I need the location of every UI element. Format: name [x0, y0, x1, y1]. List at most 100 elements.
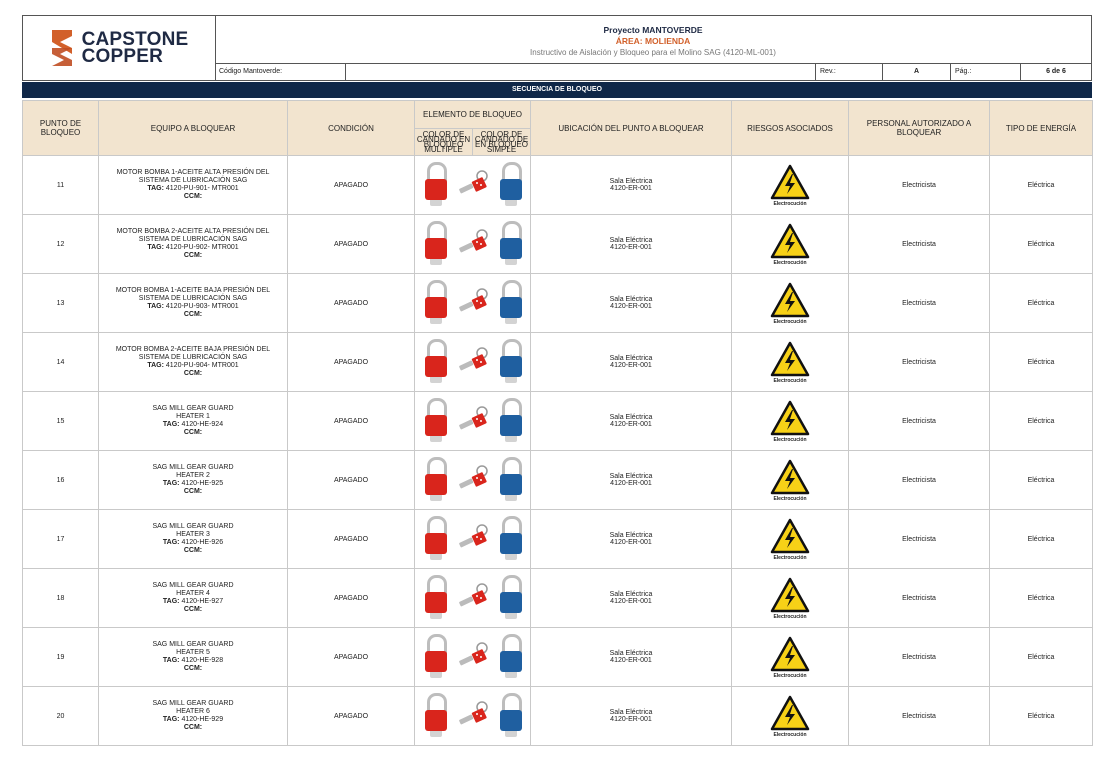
equipment-line-1: SAG MILL GEAR GUARD [152, 700, 234, 707]
red-padlock-icon [425, 398, 447, 444]
electric-hazard-icon [770, 400, 810, 435]
lock-element-cell [414, 686, 531, 746]
tag-value: 4120-HE-928 [181, 657, 224, 664]
lockout-hasp-icon [458, 642, 488, 666]
location-line-2: 4120-ER-001 [610, 539, 652, 546]
equipment-line-2: SISTEMA DE LUBRICACIÓN SAG [138, 236, 248, 243]
equipment-line-1: SAG MILL GEAR GUARD [152, 582, 234, 589]
lock-point-number: 20 [22, 686, 99, 746]
company-logo: CAPSTONE COPPER [23, 16, 216, 80]
personnel-cell: Electricista [848, 155, 990, 215]
table-row: 15 SAG MILL GEAR GUARD HEATER 1 TAG: 4120-H… [22, 391, 1093, 451]
table-row: 12 MOTOR BOMBA 2-ACEITE ALTA PRESIÓN DEL S… [22, 214, 1093, 274]
table-row: 19 SAG MILL GEAR GUARD HEATER 5 TAG: 4120-H… [22, 627, 1093, 687]
electric-hazard-icon [770, 282, 810, 317]
equipment-cell: SAG MILL GEAR GUARD HEATER 4 TAG: 4120-HE-… [98, 568, 288, 628]
energy-type-cell: Eléctrica [989, 450, 1093, 510]
lock-element-cell [414, 332, 531, 392]
location-cell: Sala Eléctrica 4120-ER-001 [530, 686, 732, 746]
lock-element-cell [414, 509, 531, 569]
condition-cell: APAGADO [287, 214, 415, 274]
energy-type-cell: Eléctrica [989, 214, 1093, 274]
personnel-cell: Electricista [848, 450, 990, 510]
blue-padlock-icon [500, 162, 522, 208]
lock-point-number: 17 [22, 509, 99, 569]
col-header-location: UBICACIÓN DEL PUNTO A BLOQUEAR [530, 100, 732, 156]
document-subtitle: Instructivo de Aislación y Bloqueo para … [530, 48, 776, 57]
lock-element-cell [414, 627, 531, 687]
lock-element-cell [414, 568, 531, 628]
condition-cell: APAGADO [287, 155, 415, 215]
location-line-1: Sala Eléctrica [609, 178, 653, 185]
table-row: 18 SAG MILL GEAR GUARD HEATER 4 TAG: 4120-H… [22, 568, 1093, 628]
personnel-cell: Electricista [848, 391, 990, 451]
lockout-hasp-icon [458, 701, 488, 725]
energy-type-cell: Eléctrica [989, 509, 1093, 569]
red-padlock-icon [425, 575, 447, 621]
tag-value: 4120-PU-901- MTR001 [165, 185, 239, 192]
equipment-line-2: SISTEMA DE LUBRICACIÓN SAG [138, 354, 248, 361]
risk-cell: Electrocución [731, 155, 849, 215]
location-cell: Sala Eléctrica 4120-ER-001 [530, 273, 732, 333]
electric-hazard-icon [770, 577, 810, 612]
red-padlock-icon [425, 280, 447, 326]
risk-label: Electrocución [773, 613, 807, 620]
red-padlock-icon [425, 221, 447, 267]
lock-point-number: 19 [22, 627, 99, 687]
ccm-label: CCM: [183, 606, 203, 613]
location-line-1: Sala Eléctrica [609, 650, 653, 657]
tag-value: 4120-PU-903- MTR001 [165, 303, 239, 310]
lock-element-cell [414, 155, 531, 215]
location-cell: Sala Eléctrica 4120-ER-001 [530, 214, 732, 274]
lockout-hasp-icon [458, 229, 488, 253]
ccm-label: CCM: [183, 488, 203, 495]
personnel-cell: Electricista [848, 273, 990, 333]
lock-element-cell [414, 391, 531, 451]
equipment-line-1: MOTOR BOMBA 2-ACEITE BAJA PRESIÓN DEL [115, 346, 271, 353]
equipment-line-2: SISTEMA DE LUBRICACIÓN SAG [138, 177, 248, 184]
col-subheader-simple-lock: COLOR DE CANDADO DE EN BLOQUEO SIMPLE [472, 127, 531, 156]
tag-label: TAG: [162, 539, 180, 546]
personnel-cell: Electricista [848, 568, 990, 628]
location-line-1: Sala Eléctrica [609, 237, 653, 244]
tag-value: 4120-PU-902- MTR001 [165, 244, 239, 251]
table-row: 14 MOTOR BOMBA 2-ACEITE BAJA PRESIÓN DEL S… [22, 332, 1093, 392]
code-value [346, 63, 816, 80]
tag-value: 4120-HE-929 [181, 716, 224, 723]
equipment-line-2: SISTEMA DE LUBRICACIÓN SAG [138, 295, 248, 302]
electric-hazard-icon [770, 223, 810, 258]
lock-point-number: 11 [22, 155, 99, 215]
blue-padlock-icon [500, 339, 522, 385]
location-line-2: 4120-ER-001 [610, 303, 652, 310]
rev-value: A [883, 63, 951, 80]
blue-padlock-icon [500, 398, 522, 444]
ccm-label: CCM: [183, 724, 203, 731]
equipment-line-1: SAG MILL GEAR GUARD [152, 405, 234, 412]
condition-cell: APAGADO [287, 450, 415, 510]
equipment-cell: MOTOR BOMBA 2-ACEITE BAJA PRESIÓN DEL SIS… [98, 332, 288, 392]
lock-element-cell [414, 214, 531, 274]
equipment-cell: MOTOR BOMBA 1-ACEITE ALTA PRESIÓN DEL SIS… [98, 155, 288, 215]
personnel-cell: Electricista [848, 214, 990, 274]
table-row: 11 MOTOR BOMBA 1-ACEITE ALTA PRESIÓN DEL S… [22, 155, 1093, 215]
equipment-line-1: MOTOR BOMBA 1-ACEITE ALTA PRESIÓN DEL [116, 169, 270, 176]
col-header-point: PUNTO DE BLOQUEO [22, 100, 99, 156]
blue-padlock-icon [500, 575, 522, 621]
lock-point-number: 15 [22, 391, 99, 451]
equipment-line-1: MOTOR BOMBA 1-ACEITE BAJA PRESIÓN DEL [115, 287, 271, 294]
risk-cell: Electrocución [731, 214, 849, 274]
location-line-2: 4120-ER-001 [610, 244, 652, 251]
location-line-1: Sala Eléctrica [609, 296, 653, 303]
red-padlock-icon [425, 634, 447, 680]
equipment-line-2: HEATER 4 [176, 590, 210, 597]
red-padlock-icon [425, 457, 447, 503]
risk-label: Electrocución [773, 377, 807, 384]
location-cell: Sala Eléctrica 4120-ER-001 [530, 568, 732, 628]
equipment-cell: SAG MILL GEAR GUARD HEATER 1 TAG: 4120-HE-… [98, 391, 288, 451]
lock-point-number: 16 [22, 450, 99, 510]
electric-hazard-icon [770, 518, 810, 553]
blue-padlock-icon [500, 280, 522, 326]
tag-value: 4120-HE-925 [181, 480, 224, 487]
risk-label: Electrocución [773, 200, 807, 207]
tag-label: TAG: [162, 598, 180, 605]
